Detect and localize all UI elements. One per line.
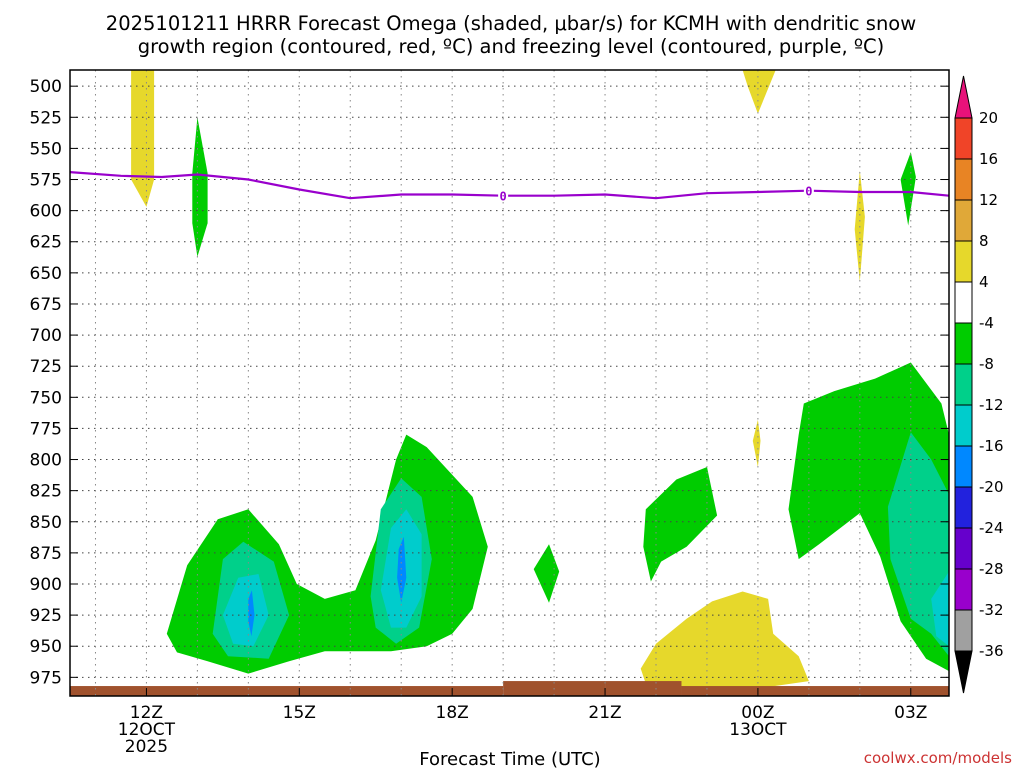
colorbar-label: -16 <box>979 437 1004 455</box>
y-tick-label: 550 <box>30 139 62 159</box>
colorbar-label: -8 <box>979 355 994 373</box>
y-tick-label: 925 <box>30 606 62 626</box>
y-tick-label: 875 <box>30 544 62 564</box>
x-tick-label: 03Z <box>894 703 927 723</box>
omega-region-green-22z <box>643 467 718 582</box>
y-tick-label: 575 <box>30 171 62 191</box>
x-tick-label: 21Z <box>588 703 621 723</box>
x-tick-label: 12OCT <box>118 720 176 740</box>
colorbar-label: -24 <box>979 519 1004 537</box>
omega-region-cyan-low-14z <box>222 574 269 647</box>
omega-region-yellow-low-00z <box>640 591 809 689</box>
y-tick-label: 600 <box>30 202 62 222</box>
colorbar-label: -4 <box>979 314 994 332</box>
colorbar-swatch <box>954 445 973 488</box>
x-tick-label: 13OCT <box>729 720 787 740</box>
omega-region-yellow-00z-small <box>752 419 761 467</box>
omega-region-green-right-upper <box>900 152 916 226</box>
colorbar-label: -32 <box>979 601 1004 619</box>
colorbar-swatch <box>954 117 973 160</box>
grid-lines <box>70 70 949 696</box>
y-tick-label: 825 <box>30 482 62 502</box>
omega-region-yellow-top-left <box>131 70 155 207</box>
y-tick-label: 500 <box>30 77 62 97</box>
y-tick-label: 800 <box>30 451 62 471</box>
colorbar-swatch <box>954 281 973 324</box>
colorbar-swatch <box>954 568 973 611</box>
colorbar-swatch <box>954 527 973 570</box>
omega-region-green-left-column <box>192 117 208 257</box>
y-axis: 500 525 550 575 600 625 650 675 700 725 750 775 800 8… <box>30 77 949 688</box>
colorbar-swatch <box>954 609 973 652</box>
x-tick-label: 2025 <box>125 737 168 757</box>
colorbar-label: 12 <box>979 191 998 209</box>
x-tick-label: 18Z <box>436 703 469 723</box>
y-tick-label: 950 <box>30 637 62 657</box>
colorbar-top-arrow <box>954 75 973 119</box>
omega-region-yellow-top-00z <box>742 70 776 114</box>
y-tick-label: 750 <box>30 388 62 408</box>
colorbar: 20 16 12 8 4 -4 -8 -12 -16 -20 -24 -28 -32 -36 <box>954 75 1004 694</box>
freezing-level-label: 0 <box>500 190 507 204</box>
colorbar-label: -20 <box>979 478 1004 496</box>
chart-title-line-2: growth region (contoured, red, ºC) and f… <box>138 35 885 58</box>
colorbar-swatch <box>954 486 973 529</box>
colorbar-swatch <box>954 158 973 201</box>
freezing-level-label: 0 <box>805 185 812 199</box>
y-tick-label: 700 <box>30 326 62 346</box>
ground-segment-0 <box>70 686 504 696</box>
omega-region-green-blob-20z <box>533 544 560 603</box>
colorbar-label: 20 <box>979 109 998 127</box>
omega-region-cyan-right <box>931 571 949 647</box>
y-tick-label: 775 <box>30 419 62 439</box>
colorbar-label: 4 <box>979 273 989 291</box>
omega-region-blue-low-17z <box>397 536 407 603</box>
colorbar-bottom-arrow <box>954 650 973 694</box>
colorbar-label: -28 <box>979 560 1004 578</box>
x-tick-label: 00Z <box>741 703 774 723</box>
ground-layer <box>70 681 949 696</box>
watermark: coolwx.com/models <box>864 749 1012 767</box>
omega-region-blue-low-14z <box>248 590 255 637</box>
ground-segment-2 <box>605 681 682 696</box>
colorbar-label: 8 <box>979 232 989 250</box>
omega-shaded-regions <box>131 70 949 689</box>
y-tick-label: 850 <box>30 513 62 533</box>
y-tick-label: 975 <box>30 668 62 688</box>
y-tick-label: 650 <box>30 264 62 284</box>
freezing-label-bg-1 <box>803 183 814 197</box>
y-tick-label: 525 <box>30 108 62 128</box>
x-tick-label: 15Z <box>283 703 316 723</box>
colorbar-swatch <box>954 240 973 283</box>
colorbar-swatch <box>954 404 973 447</box>
colorbar-label: -12 <box>979 396 1004 414</box>
y-tick-label: 675 <box>30 295 62 315</box>
y-tick-label: 625 <box>30 233 62 253</box>
omega-region-green-low-13z <box>166 434 488 674</box>
y-tick-label: 725 <box>30 357 62 377</box>
colorbar-swatch <box>954 322 973 365</box>
colorbar-label: -36 <box>979 642 1004 660</box>
plot-frame <box>69 69 950 697</box>
ground-segment-3 <box>681 686 949 696</box>
freezing-label-bg-0 <box>498 188 509 202</box>
x-axis-label: Forecast Time (UTC) <box>419 749 600 768</box>
x-tick-label: 12Z <box>130 703 163 723</box>
y-tick-label: 900 <box>30 575 62 595</box>
colorbar-swatch <box>954 199 973 242</box>
colorbar-swatch <box>954 363 973 406</box>
colorbar-label: 16 <box>979 150 998 168</box>
chart-title-line-1: 2025101211 HRRR Forecast Omega (shaded, … <box>106 12 916 35</box>
